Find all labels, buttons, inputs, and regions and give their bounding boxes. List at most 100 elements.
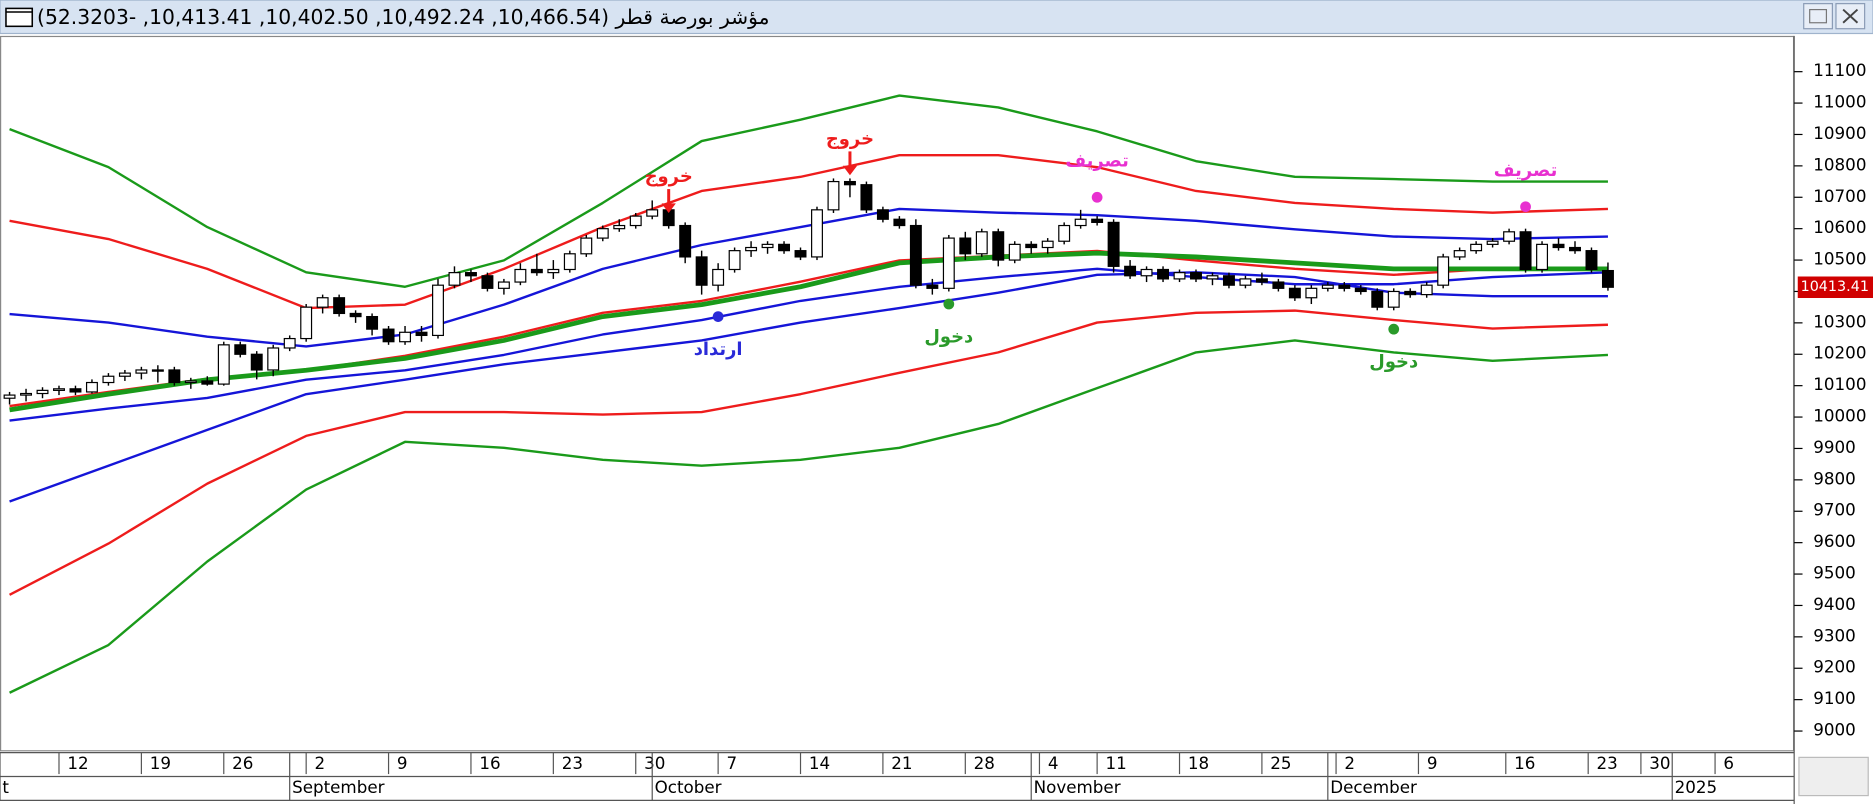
indicator-line — [9, 154, 1608, 310]
candle-body — [234, 344, 247, 355]
candle-body — [1074, 218, 1087, 227]
y-tick-label: 9700 — [1813, 500, 1856, 520]
candle-body — [1552, 243, 1565, 249]
candle-body — [300, 306, 313, 340]
y-tick-label: 10900 — [1813, 123, 1866, 143]
y-tick-label: 10100 — [1813, 374, 1866, 394]
candle-body — [168, 369, 181, 384]
y-tick-label: 9000 — [1813, 720, 1856, 740]
month-label: December — [1330, 777, 1417, 797]
candle-body — [399, 331, 412, 343]
candle-body — [1288, 287, 1301, 299]
candle-body — [893, 218, 906, 227]
x-tick-label: 23 — [1597, 753, 1618, 773]
annotation-label: ارتداد — [694, 339, 743, 360]
candle-body — [85, 381, 98, 393]
candle-body — [547, 268, 560, 274]
candle-body — [1486, 240, 1499, 245]
x-tick-label: 26 — [232, 753, 253, 773]
candle-body — [1222, 275, 1235, 286]
annotation-dot — [1388, 323, 1400, 335]
x-tick-label: 11 — [1105, 753, 1126, 773]
candle-body — [69, 388, 82, 393]
y-tick-label: 9200 — [1813, 657, 1856, 677]
x-tick-label: 30 — [1649, 753, 1670, 773]
y-tick-label: 10800 — [1813, 154, 1866, 174]
x-tick-label: 7 — [726, 753, 737, 773]
y-tick-label: 9600 — [1813, 531, 1856, 551]
candle-body — [448, 272, 461, 286]
candle-body — [20, 392, 33, 396]
candle-body — [250, 353, 263, 371]
y-tick-label: 10700 — [1813, 186, 1866, 206]
candle-body — [497, 281, 510, 289]
candle-body — [1091, 218, 1104, 223]
candle-body — [135, 369, 148, 374]
indicator-line — [9, 309, 1608, 596]
annotation-label: تصريف — [1065, 150, 1129, 171]
y-tick-label: 9300 — [1813, 625, 1856, 645]
candle-body — [1305, 287, 1318, 299]
close-button[interactable] — [1835, 3, 1866, 30]
indicator-line — [9, 339, 1609, 694]
annotation-dot — [943, 298, 955, 310]
candle-body — [3, 394, 16, 399]
month-label: November — [1034, 777, 1121, 797]
x-tick-label: 16 — [1514, 753, 1535, 773]
candle-body — [563, 253, 576, 271]
candle-body — [1437, 256, 1450, 286]
annotation-label: خروج — [645, 166, 693, 187]
title-bar — [0, 0, 1873, 35]
candle-body — [843, 180, 856, 186]
candle-body — [1190, 272, 1202, 280]
x-tick-label: 18 — [1188, 753, 1209, 773]
annotation-dot — [712, 311, 724, 322]
candle-body — [596, 228, 609, 239]
x-tick-label: 14 — [809, 753, 830, 773]
restore-button[interactable] — [1803, 3, 1833, 30]
month-label: October — [655, 777, 722, 797]
x-tick-label: 4 — [1048, 753, 1059, 773]
candle-body — [1206, 275, 1219, 280]
candle-body — [679, 224, 692, 258]
window-icon — [5, 7, 34, 28]
candle-body — [1470, 243, 1483, 252]
x-tick-label: 16 — [479, 753, 500, 773]
annotation-label: خروج — [826, 128, 874, 149]
candle-body — [1601, 269, 1614, 288]
candle-body — [1387, 290, 1400, 308]
candle-body — [1569, 246, 1581, 252]
candle-body — [1453, 250, 1466, 258]
x-tick-label: 28 — [974, 753, 995, 773]
month-label: September — [292, 777, 385, 797]
candle-body — [1404, 290, 1417, 296]
candle-body — [1058, 224, 1071, 242]
indicator-line — [9, 94, 1608, 288]
candle-body — [184, 380, 197, 384]
candle-body — [580, 237, 593, 255]
y-tick-label: 10200 — [1813, 343, 1866, 363]
candle-body — [415, 331, 428, 337]
annotation-label: دخول — [924, 326, 973, 347]
candle-body — [366, 315, 379, 330]
candle-body — [1107, 221, 1120, 267]
candle-body — [118, 372, 131, 377]
x-tick-label: 25 — [1270, 753, 1291, 773]
x-tick-label: 12 — [67, 753, 88, 773]
candle-body — [942, 237, 955, 289]
candle-body — [283, 337, 296, 349]
candles — [3, 178, 1614, 405]
candle-body — [432, 284, 444, 337]
candle-body — [1041, 240, 1054, 249]
candle-body — [1338, 284, 1351, 289]
candle-body — [1503, 231, 1516, 242]
candle-body — [811, 209, 823, 258]
candle-body — [1371, 290, 1384, 308]
annotation-arrowhead — [842, 165, 858, 176]
candle-body — [36, 389, 49, 395]
candle-body — [333, 297, 346, 315]
y-tick-label: 10000 — [1813, 406, 1866, 426]
x-tick-label: 6 — [1723, 753, 1734, 773]
y-tick-label: 9500 — [1813, 563, 1856, 583]
